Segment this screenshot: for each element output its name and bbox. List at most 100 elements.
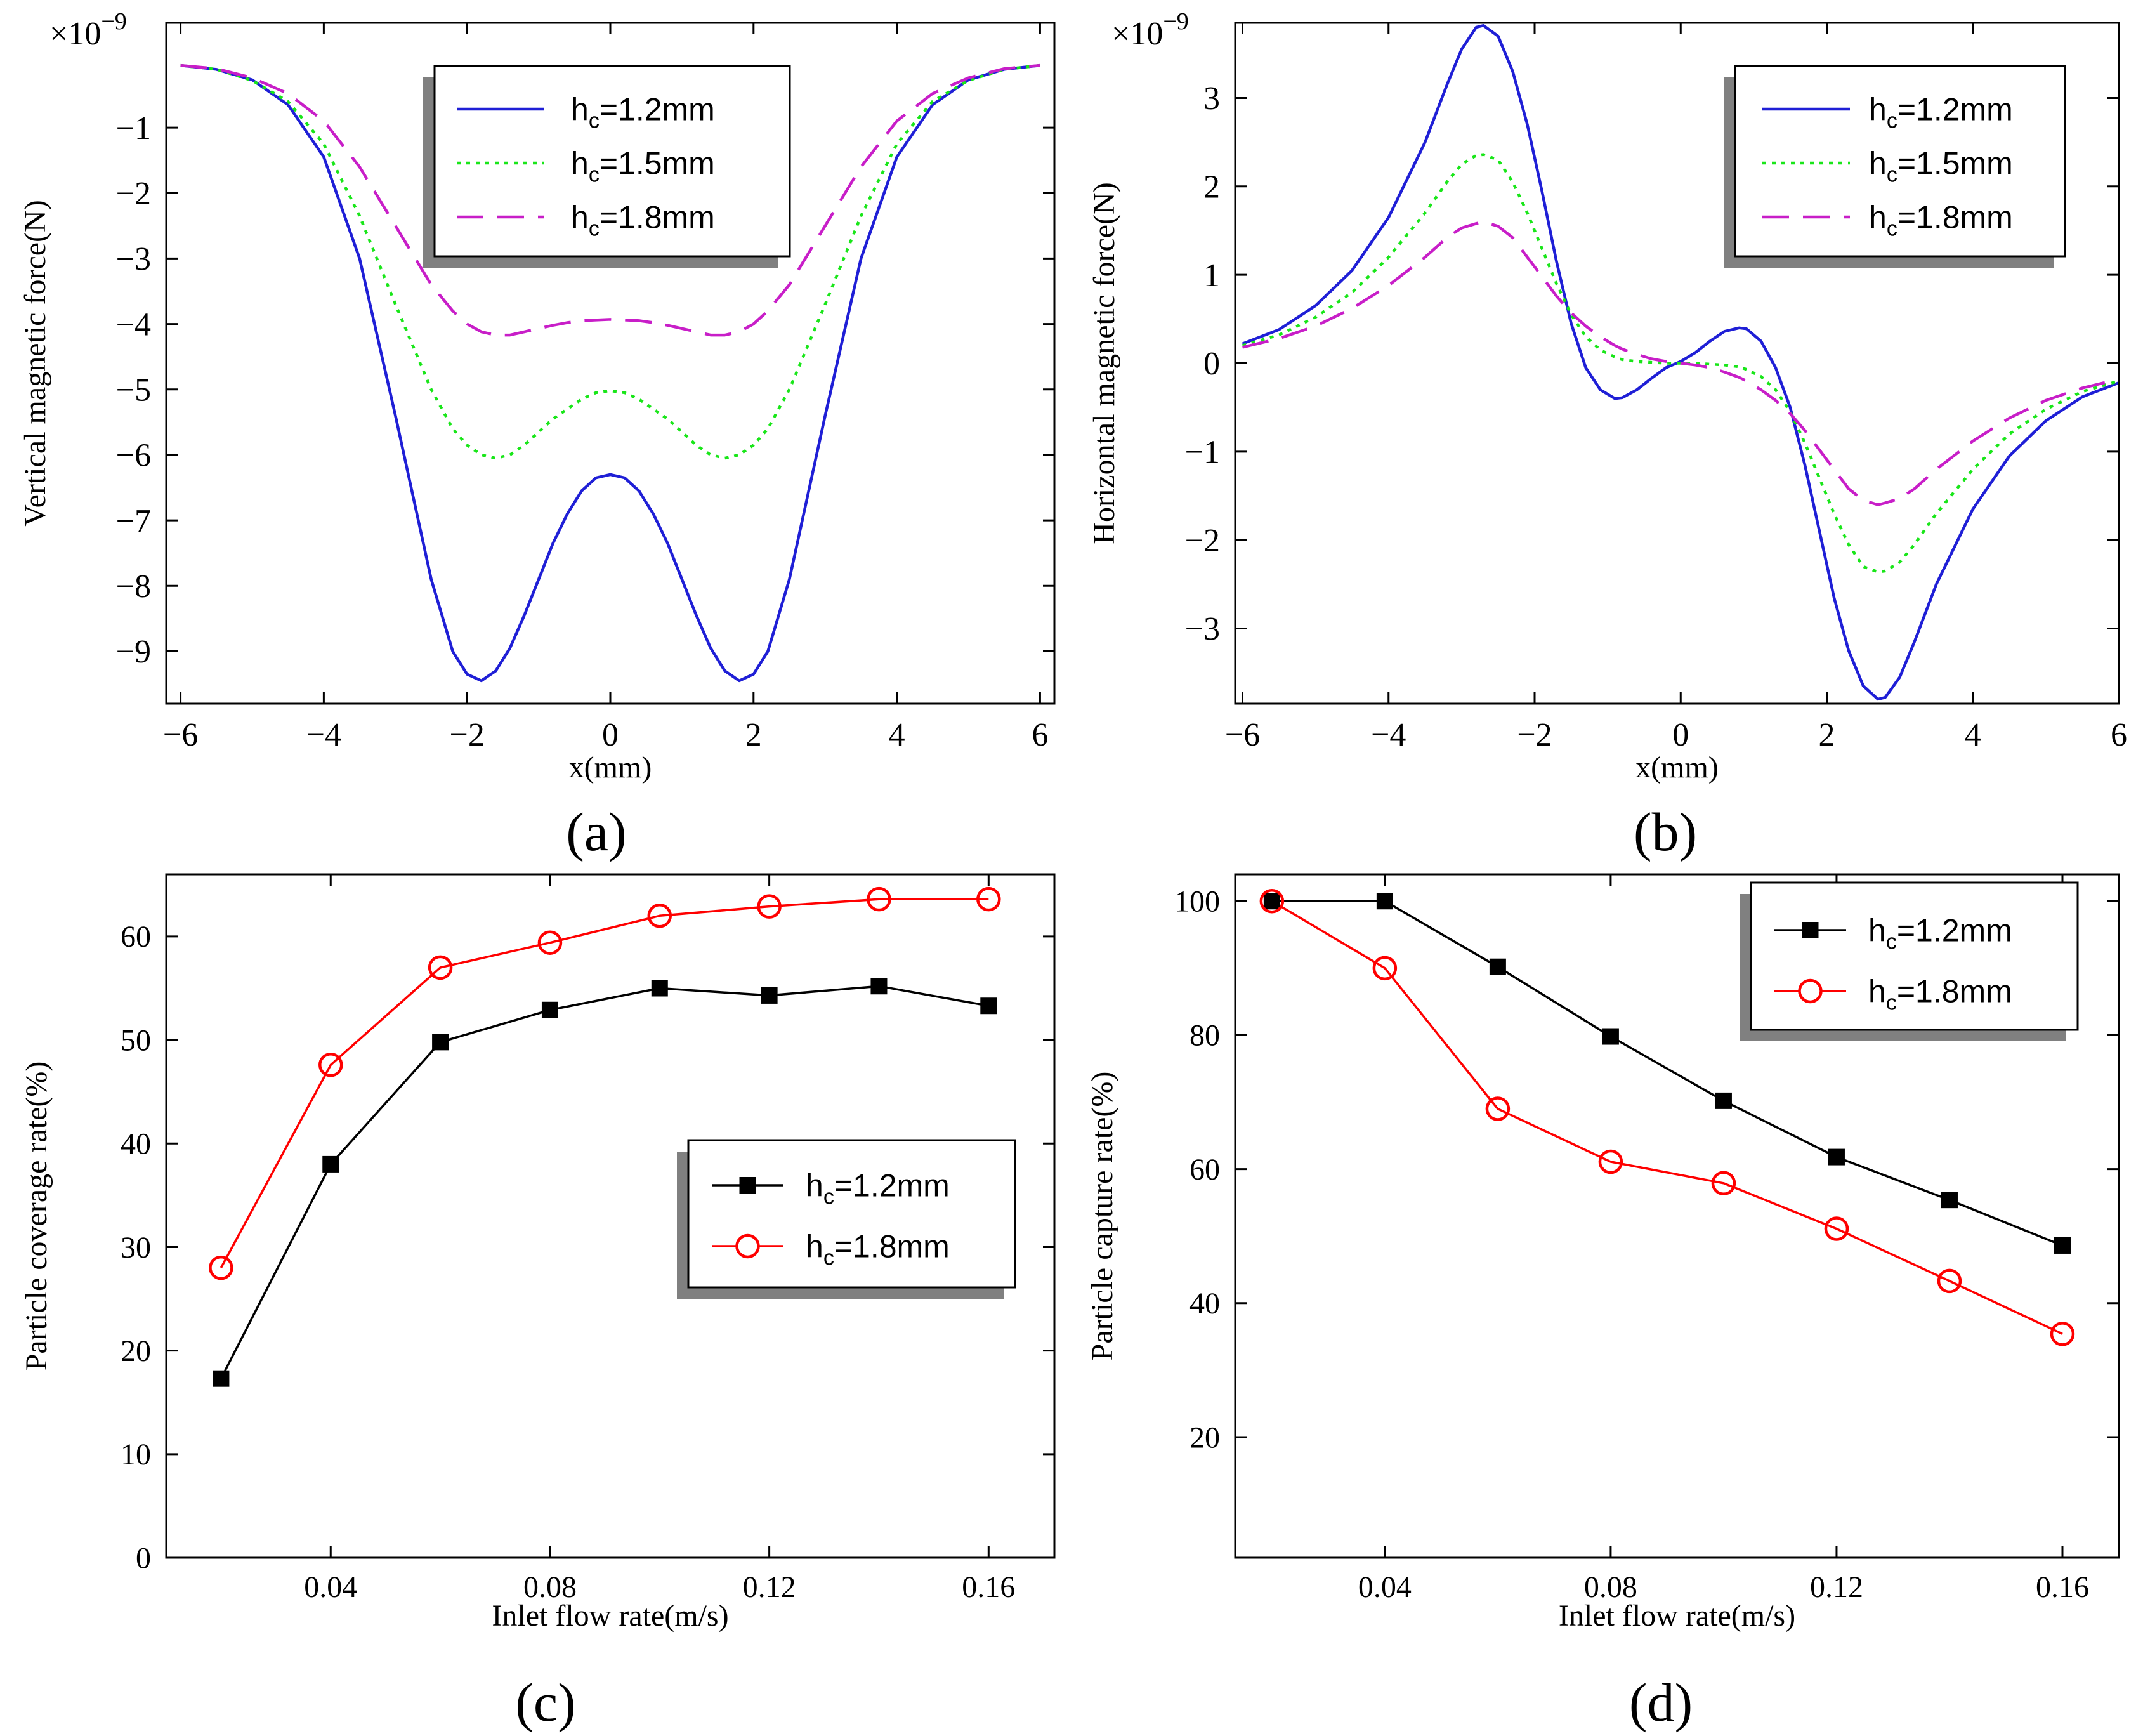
marker-circle-1.8mm <box>867 886 891 912</box>
legend-eq: = <box>600 146 618 181</box>
series-line-1.2mm <box>220 985 989 1379</box>
x-tick-label: −2 <box>1517 717 1552 753</box>
y-tick-label: 0 <box>1203 346 1220 382</box>
series-line-1.2mm <box>1242 23 2119 701</box>
marker-circle-1.8mm <box>1259 888 1285 914</box>
legend-prefix: h <box>1868 913 1886 949</box>
legend-eq: = <box>834 1229 853 1265</box>
x-tick-label: 6 <box>2111 717 2127 753</box>
legend-series-name: 1.5mm <box>618 146 715 181</box>
marker-square-1.2mm <box>322 1155 339 1173</box>
x-tick-label: 4 <box>889 717 905 753</box>
y-tick-label: 20 <box>1189 1421 1220 1454</box>
legend-eq: = <box>600 200 618 235</box>
exponent-power: −9 <box>101 8 126 35</box>
legend-prefix: h <box>1868 974 1886 1009</box>
legend-label: hc=1.2mm <box>571 92 715 133</box>
marker-circle-1.8mm <box>1824 1216 1849 1241</box>
legend-marker-circle <box>1798 978 1823 1004</box>
plot-area <box>1271 900 2063 1335</box>
legend-box <box>1750 881 2079 1031</box>
y-tick-label: −4 <box>116 306 151 343</box>
legend-eq: = <box>600 92 618 128</box>
legend-eq: = <box>834 1168 853 1204</box>
y-tick-label: 50 <box>121 1023 151 1057</box>
legend-marker-circle <box>735 1233 760 1259</box>
x-axis-label: x(mm) <box>1635 751 1719 784</box>
series-line-1.8mm <box>1242 220 2119 506</box>
panel-2: −6 −4 −2 0 2 4 6 3 2 1 0 −1 −2 −3 x(mm) Horizontal magn… <box>1087 8 2127 862</box>
legend-prefix: h <box>806 1168 823 1204</box>
legend-eq: = <box>1897 146 1916 181</box>
marker-circle-1.8mm <box>647 904 672 928</box>
marker-circle-1.8mm <box>976 886 1001 912</box>
y-tick-label: 3 <box>1203 81 1220 117</box>
x-tick-label: −6 <box>1225 717 1260 753</box>
x-tick-label: 0.12 <box>743 1570 796 1604</box>
legend-series-name: 1.8mm <box>853 1229 950 1265</box>
panel-3: 0.04 0.08 0.12 0.16 0 10 20 30 40 50 60 Inlet flow … <box>20 873 1056 1733</box>
marker-square-1.2mm <box>1941 1192 1958 1209</box>
legend-series-name: 1.8mm <box>1916 200 2013 235</box>
y-tick-label: −2 <box>1185 523 1220 559</box>
marker-circle-1.8mm <box>1937 1268 1962 1294</box>
legend-series-name: 1.2mm <box>618 92 715 128</box>
legend-box <box>1734 65 2066 258</box>
y-tick-label: −3 <box>116 241 151 277</box>
x-tick-label: 0.04 <box>1358 1570 1412 1604</box>
y-tick-label: 100 <box>1174 885 1220 919</box>
plot-area <box>220 898 989 1379</box>
legend-sub: c <box>589 163 600 187</box>
x-tick-label: 6 <box>1032 717 1048 753</box>
marker-square-1.2mm <box>870 978 888 995</box>
legend-prefix: h <box>806 1229 823 1265</box>
x-tick-label: −4 <box>306 717 341 753</box>
marker-circle-1.8mm <box>209 1255 233 1280</box>
marker-circle-1.8mm <box>757 894 782 919</box>
y-tick-label: −6 <box>116 438 151 474</box>
x-tick-label: 2 <box>745 717 762 753</box>
marker-square-1.2mm <box>761 987 778 1004</box>
y-tick-label: 30 <box>121 1231 151 1265</box>
y-tick-label: −1 <box>1185 435 1220 471</box>
panel-4: 0.04 0.08 0.12 0.16 20 40 60 80 100 Inlet flow ra… <box>1085 873 2120 1733</box>
marker-square-1.2mm <box>1715 1092 1732 1109</box>
series-line-1.8mm <box>1271 900 2063 1335</box>
legend-sub: c <box>589 217 600 241</box>
y-tick-label: −7 <box>116 503 151 539</box>
plot-frame <box>165 873 1056 1559</box>
exponent-base: ×10 <box>49 16 101 52</box>
y-tick-label: 10 <box>121 1438 151 1471</box>
panel-caption: (d) <box>1629 1672 1693 1733</box>
legend-prefix: h <box>571 200 589 235</box>
legend-label: hc=1.2mm <box>806 1168 950 1209</box>
legend-eq: = <box>1897 200 1916 235</box>
marker-square-1.2mm <box>1828 1148 1845 1166</box>
plot-frame <box>1234 873 2120 1559</box>
exponent-power: −9 <box>1163 8 1188 35</box>
legend-series-name: 1.2mm <box>853 1168 950 1204</box>
legend-eq: = <box>1897 974 1915 1009</box>
marker-square-1.2mm <box>213 1370 230 1387</box>
y-tick-label: 40 <box>121 1128 151 1161</box>
marker-circle-1.8mm <box>2050 1322 2075 1346</box>
legend-prefix: h <box>1869 146 1887 181</box>
y-tick-label: −5 <box>116 372 151 408</box>
series-line-1.8mm <box>180 63 1040 337</box>
marker-circle-1.8mm <box>537 930 563 955</box>
series-line-1.8mm <box>220 898 989 1268</box>
legend-label: hc=1.5mm <box>571 146 715 187</box>
marker-square-1.2mm <box>2054 1237 2071 1254</box>
legend-marker-square <box>1802 922 1819 938</box>
x-tick-label: 0.08 <box>523 1570 577 1604</box>
legend-label: hc=1.2mm <box>1869 92 2013 133</box>
legend-eq: = <box>1897 92 1916 128</box>
y-tick-label: 40 <box>1189 1287 1220 1320</box>
marker-circle-1.8mm <box>1372 956 1398 981</box>
y-tick-label: 80 <box>1189 1019 1220 1053</box>
marker-circle-1.8mm <box>318 1053 343 1077</box>
marker-square-1.2mm <box>432 1034 449 1051</box>
legend-label: hc=1.8mm <box>1869 200 2013 241</box>
